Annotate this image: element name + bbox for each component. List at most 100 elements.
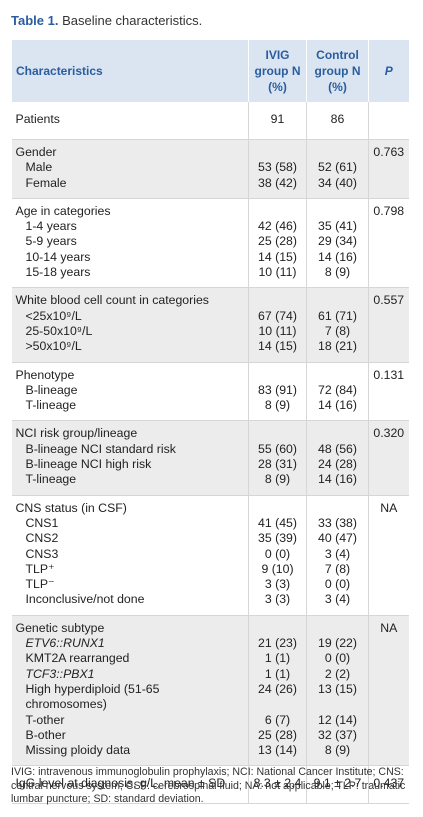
row-group: Age in categories 0.798 1-4 years 42 (46) 35… (11, 198, 409, 288)
header-cell: P (368, 40, 409, 102)
table-cell (368, 441, 409, 458)
table-cell (368, 234, 409, 250)
table-cell: 7 (8) (306, 323, 369, 340)
table-cell: 25 (28) (248, 234, 307, 250)
table-cell (248, 139, 307, 161)
table-cell (368, 265, 409, 288)
table-cell: 8 (9) (248, 398, 307, 421)
table-cell (368, 308, 409, 324)
row-label: TCF3::PBX1 (11, 666, 249, 682)
row-label: Female (11, 175, 249, 199)
table-row: <25x10⁹/L 67 (74) 61 (71) (11, 308, 409, 324)
row-label: 15-18 years (25, 265, 91, 280)
table-cell: 0 (0) (248, 546, 307, 562)
table-row: ETV6::RUNX1 21 (23) 19 (22) (11, 636, 409, 652)
table-row: Patients 91 86 (12, 102, 409, 140)
table-cell: 48 (56) (306, 441, 369, 458)
table-cell: 33 (38) (306, 515, 369, 532)
table-row: Gender 0.763 (11, 139, 409, 161)
row-label: ETV6::RUNX1 (11, 636, 249, 652)
table-row: KMT2A rearranged 1 (1) 0 (0) (11, 651, 409, 667)
table-row: NCI risk group/lineage 0.320 (11, 420, 409, 442)
table-cell: 9 (10) (248, 561, 307, 578)
row-group: Patients 91 86 (11, 102, 409, 140)
table-cell: 0.798 (368, 198, 409, 220)
table-title: Table 1. Baseline characteristics. (11, 13, 202, 28)
table-cell (368, 531, 409, 547)
table-cell (248, 420, 307, 442)
table-cell (368, 666, 409, 682)
table-cell: 42 (46) (248, 219, 307, 235)
table-cell: 14 (15) (248, 339, 307, 363)
table-cell: 13 (14) (248, 743, 307, 766)
table-row: CNS2 35 (39) 40 (47) (12, 531, 409, 547)
table-cell: 72 (84) (306, 382, 369, 399)
row-group: NCI risk group/lineage 0.320 B-lineage NCI… (11, 420, 409, 496)
table-row: Male 53 (58) 52 (61) (11, 160, 409, 176)
table-cell (368, 592, 409, 616)
table-cell: 18 (21) (306, 339, 369, 363)
table-row: TLP⁺ 9 (10) 7 (8) (12, 561, 409, 578)
row-label: CNS1 (25, 515, 59, 530)
row-label: B-lineage (25, 382, 78, 397)
table-cell: 19 (22) (306, 636, 369, 652)
table-cell (368, 546, 409, 562)
row-group: Genetic subtype NA ETV6::RUNX1 21 (23) 19 (2… (11, 615, 409, 766)
table-cell (368, 160, 409, 176)
row-label: 10-14 years (25, 249, 91, 264)
table-cell: 7 (8) (306, 561, 369, 578)
table-cell (368, 515, 409, 532)
table-cell: 3 (4) (306, 546, 369, 562)
header-cell: Characteristics (11, 40, 249, 102)
table-cell (306, 287, 369, 309)
table-cell: 8 (9) (306, 265, 369, 288)
row-label: Patients (15, 111, 60, 126)
row-label: T-other (11, 712, 249, 728)
row-label: Gender (11, 139, 249, 161)
table-cell (368, 727, 409, 744)
header-row: Characteristics IVIG group N (%) Control… (11, 40, 409, 102)
table-cell: 0.437 (368, 765, 409, 804)
table-row: >50x10⁹/L 14 (15) 18 (21) (11, 339, 409, 363)
table-cell: 2 (2) (306, 666, 369, 682)
table-cell: 12 (14) (306, 712, 369, 728)
row-label: >50x10⁹/L (11, 339, 249, 363)
table-cell (368, 102, 409, 140)
table-cell (306, 362, 369, 383)
table-cell: 67 (74) (248, 308, 307, 324)
table-cell: 14 (16) (306, 249, 369, 266)
row-label: Missing ploidy data (11, 743, 249, 766)
table-cell: 0.320 (368, 420, 409, 442)
table-row: Inconclusive/not done 3 (3) 3 (4) (12, 592, 409, 616)
table-cell: NA (368, 495, 409, 516)
table-cell: 29 (34) (306, 234, 369, 250)
header-cell: IVIG group N (%) (248, 40, 307, 102)
table-cell: 55 (60) (248, 441, 307, 458)
table-cell (306, 495, 369, 516)
table-cell: 35 (39) (248, 531, 307, 547)
table-cell (368, 175, 409, 199)
row-group: Phenotype 0.131 B-lineage 83 (91) 72 (84) T-l… (11, 362, 409, 421)
table-cell: 1 (1) (248, 666, 307, 682)
table-cell: 0.131 (368, 362, 409, 383)
table-cell: 91 (248, 102, 307, 140)
table-cell: 40 (47) (306, 531, 369, 547)
row-label: CNS3 (25, 546, 59, 561)
table-row: 10-14 years 14 (15) 14 (16) (12, 249, 409, 266)
table-row: TLP⁻ 3 (3) 0 (0) (12, 577, 409, 593)
table-cell: 83 (91) (248, 382, 307, 399)
table-cell: 10 (11) (248, 323, 307, 340)
table-cell: 10 (11) (248, 265, 307, 288)
row-label: High hyperdiploid (51-65 chromosomes) (11, 681, 249, 713)
table-row: TCF3::PBX1 1 (1) 2 (2) (11, 666, 409, 682)
table-cell (368, 577, 409, 593)
table-cell (368, 457, 409, 473)
row-group: Gender 0.763 Male 53 (58) 52 (61) Female 38 (4… (11, 139, 409, 199)
table: Characteristics IVIG group N (%) Control… (11, 40, 409, 804)
table-cell (368, 651, 409, 667)
table-cell (368, 398, 409, 421)
table-row: B-lineage NCI high risk 28 (31) 24 (28) (11, 457, 409, 473)
row-label: 1-4 years (25, 219, 77, 234)
table-cell: 86 (306, 102, 369, 140)
